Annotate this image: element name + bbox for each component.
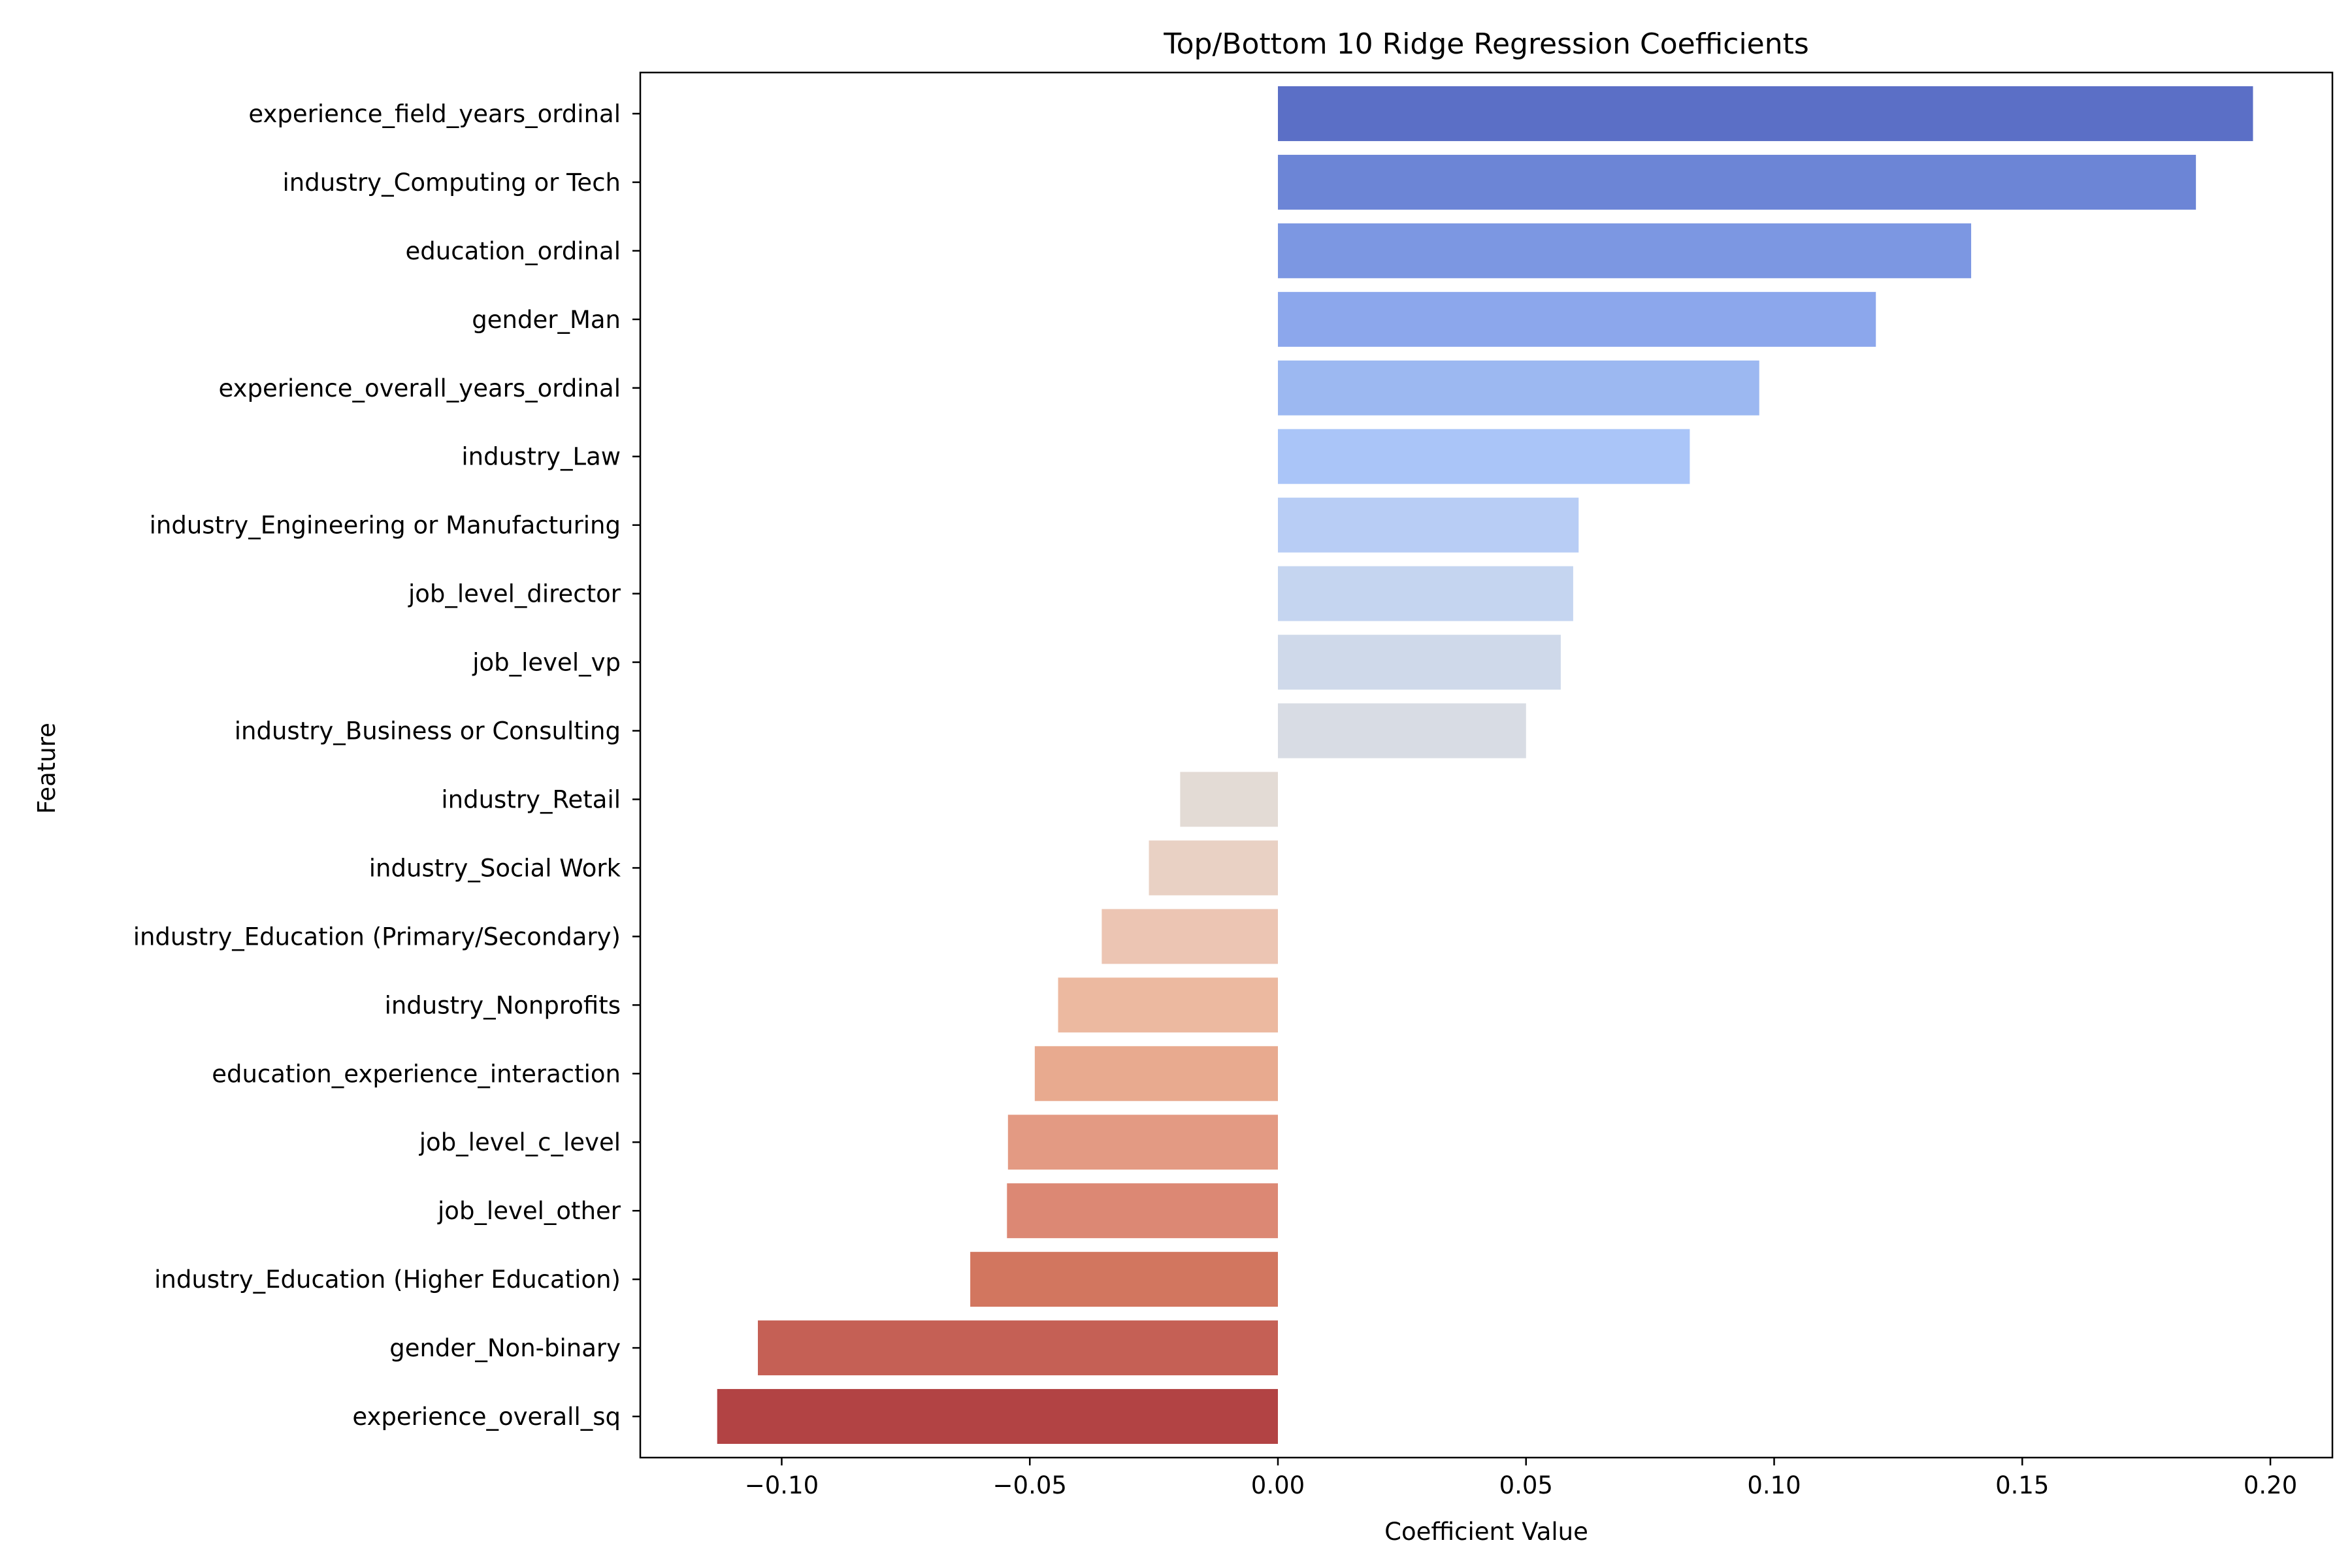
x-tick-label: −0.10 — [745, 1471, 819, 1499]
x-tick-label: 0.10 — [1747, 1471, 1801, 1499]
bar — [1277, 429, 1690, 484]
bar — [1277, 360, 1759, 416]
y-tick-label: industry_Nonprofits — [385, 991, 621, 1019]
bar — [1277, 291, 1876, 347]
y-tick-label: gender_Man — [472, 306, 621, 334]
bar — [1058, 977, 1278, 1033]
y-axis-ticks: experience_field_years_ordinal industry_C… — [133, 100, 640, 1431]
bar — [1149, 840, 1278, 896]
y-tick-label: gender_Non-binary — [389, 1334, 621, 1362]
y-tick-label: industry_Business or Consulting — [235, 717, 621, 745]
y-tick-label: education_ordinal — [406, 237, 621, 265]
y-tick-label: job_level_director — [408, 580, 621, 608]
x-tick-label: 0.00 — [1251, 1471, 1305, 1499]
bar — [970, 1252, 1278, 1307]
y-tick-label: industry_Education (Higher Education) — [154, 1266, 621, 1294]
bar — [1277, 86, 2253, 141]
y-tick-label: industry_Education (Primary/Secondary) — [133, 923, 621, 951]
y-tick-label: job_level_vp — [472, 649, 621, 677]
bar — [1277, 223, 1972, 278]
y-tick-label: experience_overall_sq — [352, 1403, 621, 1431]
x-axis-ticks: −0.10 −0.05 0.00 0.05 0.10 0.15 0.20 — [745, 1458, 2297, 1499]
bars-group — [717, 86, 2253, 1445]
x-tick-label: 0.15 — [1995, 1471, 2049, 1499]
bar — [1277, 703, 1526, 759]
bar — [1277, 154, 2197, 210]
bar — [1007, 1115, 1278, 1170]
y-tick-label: industry_Social Work — [369, 854, 621, 882]
y-tick-label: experience_field_years_ordinal — [248, 100, 621, 128]
y-tick-label: education_experience_interaction — [212, 1060, 621, 1088]
y-tick-label: job_level_other — [437, 1197, 621, 1225]
y-tick-label: industry_Engineering or Manufacturing — [150, 512, 621, 540]
bar — [1277, 634, 1561, 690]
y-tick-label: industry_Law — [461, 443, 621, 471]
y-tick-label: job_level_c_level — [419, 1128, 621, 1156]
y-axis-title: Feature — [33, 723, 61, 814]
chart-title: Top/Bottom 10 Ridge Regression Coefficie… — [1163, 27, 1809, 61]
y-tick-label: industry_Computing or Tech — [283, 169, 621, 197]
bar — [1180, 772, 1278, 827]
bar — [1277, 497, 1579, 553]
y-tick-label: experience_overall_years_ordinal — [218, 374, 621, 402]
bar — [1102, 909, 1278, 964]
x-tick-label: −0.05 — [993, 1471, 1067, 1499]
x-tick-label: 0.20 — [2244, 1471, 2297, 1499]
bar — [1034, 1046, 1278, 1102]
bar — [758, 1320, 1278, 1376]
bar — [1277, 566, 1573, 621]
x-axis-title: Coefficient Value — [1384, 1518, 1588, 1546]
bar — [717, 1389, 1278, 1445]
bar — [1007, 1183, 1278, 1239]
x-tick-label: 0.05 — [1499, 1471, 1553, 1499]
y-tick-label: industry_Retail — [441, 785, 621, 813]
plot-frame — [639, 71, 2334, 1459]
